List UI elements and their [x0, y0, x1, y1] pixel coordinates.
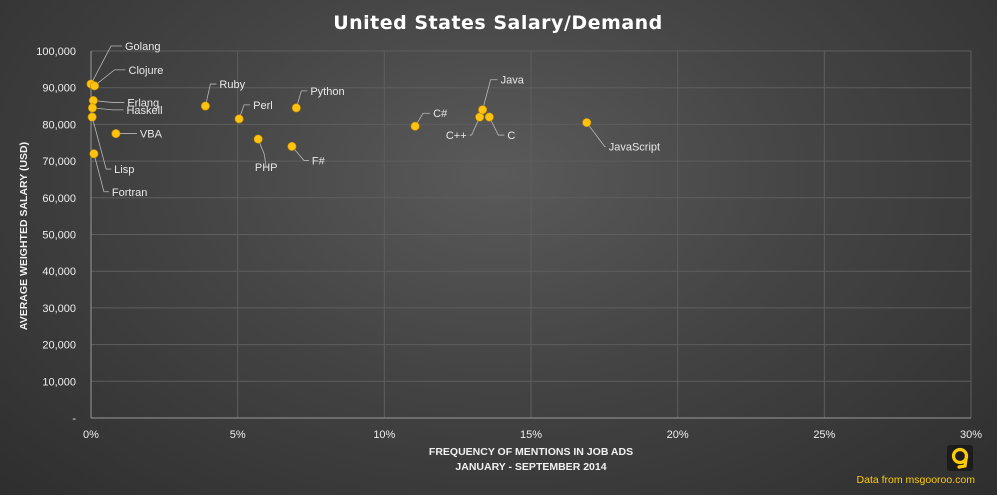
y-tick-label: -: [72, 413, 76, 425]
point-label: Fortran: [112, 187, 147, 199]
label-leader-line: [205, 83, 217, 107]
data-point: [89, 149, 99, 159]
label-leader-line: [488, 116, 505, 136]
x-tick-label: 10%: [373, 429, 395, 441]
x-tick-label: 0%: [83, 429, 99, 441]
y-axis-title: AVERAGE WEIGHTED SALARY (USD): [18, 142, 30, 330]
chart-title: United States Salary/Demand: [333, 12, 663, 34]
label-leader-line: [93, 153, 109, 193]
x-axis-title-line1: FREQUENCY OF MENTIONS IN JOB ADS: [429, 446, 633, 458]
data-credit: Data from msgooroo.com: [857, 474, 976, 486]
data-point: [253, 134, 263, 144]
msgooroo-logo-icon: [947, 445, 973, 471]
label-leader-line: [586, 122, 606, 147]
y-tick-label: 50,000: [42, 230, 76, 242]
y-tick-label: 60,000: [42, 193, 76, 205]
point-label: Java: [501, 75, 525, 87]
data-point: [87, 103, 97, 113]
point-label: C#: [433, 108, 448, 120]
label-leader-line: [482, 79, 498, 110]
y-tick-label: 30,000: [42, 303, 76, 315]
label-leader-line: [257, 138, 267, 168]
y-tick-label: 40,000: [42, 266, 76, 278]
point-label: Python: [310, 86, 344, 98]
data-point: [200, 101, 210, 111]
point-label: Perl: [253, 100, 273, 112]
label-leader-line: [94, 69, 126, 87]
data-point: [582, 118, 592, 128]
point-label: PHP: [255, 162, 278, 174]
label-leader-line: [414, 112, 431, 127]
label-leader-line: [469, 116, 481, 136]
x-tick-label: 15%: [520, 429, 542, 441]
label-leader-line: [238, 104, 251, 120]
gridlines: [91, 50, 972, 418]
point-label: C++: [446, 130, 467, 142]
axes: - 10,000 20,000 30,000 40,000 50,000 60,000 70,…: [36, 46, 982, 441]
y-tick-label: 70,000: [42, 156, 76, 168]
point-label: Golang: [125, 41, 160, 53]
label-leader-line: [295, 90, 308, 108]
x-tick-label: 20%: [667, 429, 689, 441]
point-label: Clojure: [129, 65, 164, 77]
x-axis-title-line2: JANUARY - SEPTEMBER 2014: [455, 461, 606, 473]
data-point: [111, 129, 121, 139]
label-leader-lines: [90, 45, 606, 193]
data-point: [287, 141, 297, 151]
point-label: Ruby: [219, 79, 245, 91]
data-point: [478, 105, 488, 115]
y-tick-label: 90,000: [42, 83, 76, 95]
point-label: Lisp: [114, 164, 134, 176]
point-label: Haskell: [126, 105, 162, 117]
label-leader-line: [291, 146, 309, 161]
x-tick-label: 25%: [813, 429, 835, 441]
point-label: JavaScript: [609, 142, 660, 154]
y-tick-label: 100,000: [36, 46, 76, 58]
y-tick-label: 80,000: [42, 119, 76, 131]
label-leader-line: [91, 116, 112, 170]
y-tick-label: 10,000: [42, 376, 76, 388]
y-tick-label: 20,000: [42, 340, 76, 352]
point-label: F#: [312, 155, 326, 167]
x-tick-label: 5%: [230, 429, 246, 441]
data-point: [234, 114, 244, 124]
data-point: [410, 121, 420, 131]
point-label: VBA: [140, 129, 163, 141]
data-point: [484, 112, 494, 122]
data-points: [86, 79, 592, 159]
data-point: [87, 112, 97, 122]
data-point: [291, 103, 301, 113]
label-leader-line: [93, 100, 125, 103]
label-leader-line: [90, 45, 122, 85]
x-tick-label: 30%: [960, 429, 982, 441]
label-leader-line: [92, 107, 124, 111]
point-label: C: [507, 130, 515, 142]
data-point: [90, 81, 100, 91]
point-label: Erlang: [127, 98, 159, 110]
